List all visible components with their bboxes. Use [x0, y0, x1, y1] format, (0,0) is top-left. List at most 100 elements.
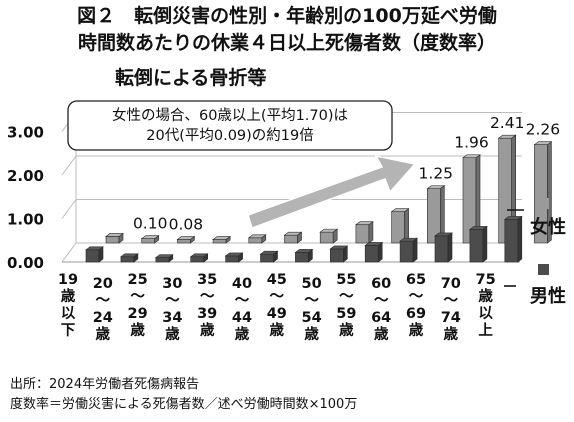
x-tick-part: 歳 [130, 321, 145, 339]
x-tick-label: 60～64歳 [371, 276, 391, 343]
source-note: 出所：2024年労働者死傷病報告 [10, 377, 200, 392]
x-tick-part: 75 [476, 272, 496, 288]
x-tick-part: 歳 [235, 325, 250, 343]
x-tick-label: 35～39歳 [197, 272, 217, 339]
gridline-depth [61, 242, 77, 263]
bar-men-front [120, 256, 135, 263]
callout-line1: 女性の場合、60歳以上(平均1.70)は [112, 106, 348, 124]
bar-men-top [468, 226, 488, 230]
x-tick-part: 55 [336, 272, 356, 288]
bar-women-top [283, 231, 303, 236]
bar-men [503, 215, 523, 263]
x-tick-part: ～ [444, 293, 459, 309]
bar-men-front [504, 219, 519, 263]
bar-men-front [364, 245, 379, 263]
x-tick-part: ～ [339, 289, 354, 305]
bar-women-top [140, 235, 160, 239]
bar-men-top [503, 216, 523, 220]
x-tick-label: 65～69歳 [406, 272, 426, 339]
women-bars [105, 134, 553, 244]
bar-men [85, 246, 104, 263]
legend-swatch-men [538, 264, 549, 275]
bar-men-front [399, 240, 414, 263]
x-tick-part: ～ [304, 293, 319, 309]
axis-layer: 0.00 1.00 2.00 3.00 [7, 112, 520, 272]
bar-women-side [368, 221, 374, 244]
x-tick-part: 歳 [270, 321, 285, 339]
x-tick-labels: 19歳以下20～24歳25～29歳30～34歳35～39歳40～44歳45～49… [58, 272, 496, 343]
bar-men-top [329, 245, 349, 250]
x-tick-part: ～ [374, 293, 389, 309]
bar-men-top [434, 232, 453, 237]
legend-swatch-women [538, 198, 549, 209]
bar-men [120, 253, 139, 263]
x-tick-part: 歳 [374, 325, 389, 343]
bar-men-side [412, 237, 418, 263]
bar-men-top [364, 242, 384, 246]
bar-men-front [85, 249, 100, 263]
bar-men [224, 252, 244, 263]
arrow-icon [247, 154, 417, 229]
gridline-depth [61, 199, 77, 219]
value-label: 0.08 [169, 216, 204, 234]
x-tick-part: 34 [162, 310, 182, 326]
x-tick-part: 以 [61, 305, 76, 322]
bar-women-front [355, 224, 370, 244]
legend-label-women: 女性 [530, 216, 566, 238]
bar-women [176, 235, 196, 244]
trend-arrow [247, 154, 417, 229]
value-labels: 0.10 0.08 1.251.962.41 2.26 [133, 114, 560, 233]
definition-note: 度数率＝労働災害による死傷者数／述べ労働時間数×100万 [10, 397, 358, 412]
bar-men [399, 237, 419, 263]
value-label: 2.41 [490, 114, 525, 132]
x-tick-part: 歳 [444, 325, 459, 343]
bar-women-top [176, 236, 196, 240]
x-tick-part: 歳 [409, 321, 424, 339]
bar-men-top [399, 237, 419, 242]
bar-women-front [319, 231, 334, 244]
x-tick-part: 54 [302, 310, 322, 326]
x-tick-part: 24 [93, 310, 113, 326]
x-tick-part: 44 [232, 310, 252, 326]
bar-men-side [447, 232, 453, 263]
x-tick-label: 55～59歳 [336, 272, 356, 339]
bar-men-top [85, 246, 104, 251]
highlight-label: 転倒による骨折等 [115, 66, 266, 89]
x-tick-part: 60 [371, 276, 391, 292]
x-tick-part: ～ [96, 293, 111, 309]
x-tick-part: 64 [371, 310, 391, 326]
bar-women [105, 232, 124, 244]
y-tick-label: 3.00 [7, 124, 44, 142]
bar-women-front [141, 238, 155, 244]
bar-men-top [294, 249, 314, 253]
bar-men [434, 232, 453, 263]
bar-women-top [247, 234, 267, 239]
bar-men-top [189, 253, 209, 258]
bar-men-top [259, 250, 279, 255]
chart-title-line1: 図２ 転倒災害の性別・年齢別の100万延べ労働 [77, 5, 497, 27]
x-tick-part: 69 [406, 306, 426, 322]
x-tick-part: 30 [162, 276, 182, 292]
bar-women-top [462, 154, 481, 159]
bar-men-top [120, 253, 139, 258]
bar-women-top [105, 233, 124, 237]
bar-men-front [260, 253, 274, 263]
x-tick-part: ～ [409, 289, 424, 305]
bar-women-front [105, 236, 120, 244]
bar-men-side [517, 215, 523, 263]
value-label: 0.10 [133, 215, 168, 233]
bar-women [426, 185, 446, 244]
bar-women [462, 154, 481, 244]
x-tick-part: 49 [267, 306, 287, 322]
x-tick-label: 20～24歳 [93, 276, 113, 343]
bar-women-front [177, 239, 191, 244]
x-tick-part: 65 [406, 272, 426, 288]
x-tick-part: 20 [93, 276, 113, 292]
x-tick-part: 歳 [96, 325, 111, 343]
bar-men-front [225, 255, 239, 263]
value-label: 1.96 [454, 134, 489, 152]
x-tick-label: 40～44歳 [232, 276, 252, 343]
